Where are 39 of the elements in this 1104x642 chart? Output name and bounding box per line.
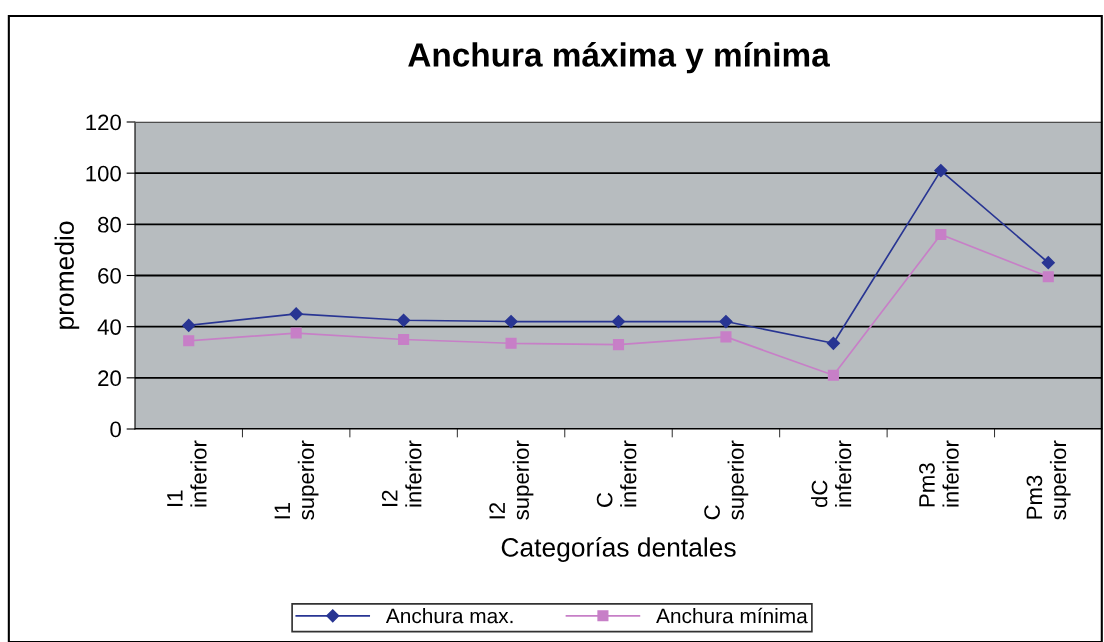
legend-label: Anchura max. <box>385 608 513 624</box>
point <box>720 331 732 343</box>
point <box>505 337 517 349</box>
point <box>289 307 303 321</box>
y-tick-label: 100 <box>86 165 121 182</box>
point <box>1041 256 1055 270</box>
x-axis-title: Categorías dentales <box>501 537 736 562</box>
point <box>183 335 195 347</box>
y-tick-label: 0 <box>110 421 121 438</box>
point <box>612 339 625 351</box>
point <box>826 336 840 350</box>
y-tick-label: 60 <box>98 268 121 284</box>
point <box>935 229 947 241</box>
point <box>934 164 948 178</box>
point <box>290 327 302 339</box>
point <box>397 313 411 327</box>
y-axis-title: promedio <box>54 221 80 329</box>
point <box>719 314 733 329</box>
y-tick-label: 120 <box>86 114 121 131</box>
legend-label: Anchura mínima <box>656 607 808 624</box>
x-tick-label: I1 superior <box>274 440 319 520</box>
x-tick-label: C superior <box>704 440 749 520</box>
x-tick-label: I1 inferior <box>167 440 207 507</box>
chart-title: Anchura máxima y mínima <box>408 42 830 74</box>
x-tick-label: dC inferior <box>811 440 852 508</box>
x-tick-label: Pm3 superior <box>1026 440 1071 520</box>
x-tick-label: I2 superior <box>489 440 534 520</box>
y-tick-label: 40 <box>97 319 121 335</box>
point <box>398 333 410 346</box>
y-tick-label: 20 <box>98 370 121 387</box>
x-tick-label: Pm3 inferior <box>919 440 959 507</box>
point <box>1042 271 1054 283</box>
point <box>504 314 518 329</box>
y-tick-label: 80 <box>98 216 121 233</box>
point <box>611 314 626 329</box>
point <box>182 318 196 332</box>
x-tick-label: C inferior <box>596 440 637 507</box>
point <box>827 369 839 381</box>
x-tick-label: I2 inferior <box>381 440 422 507</box>
